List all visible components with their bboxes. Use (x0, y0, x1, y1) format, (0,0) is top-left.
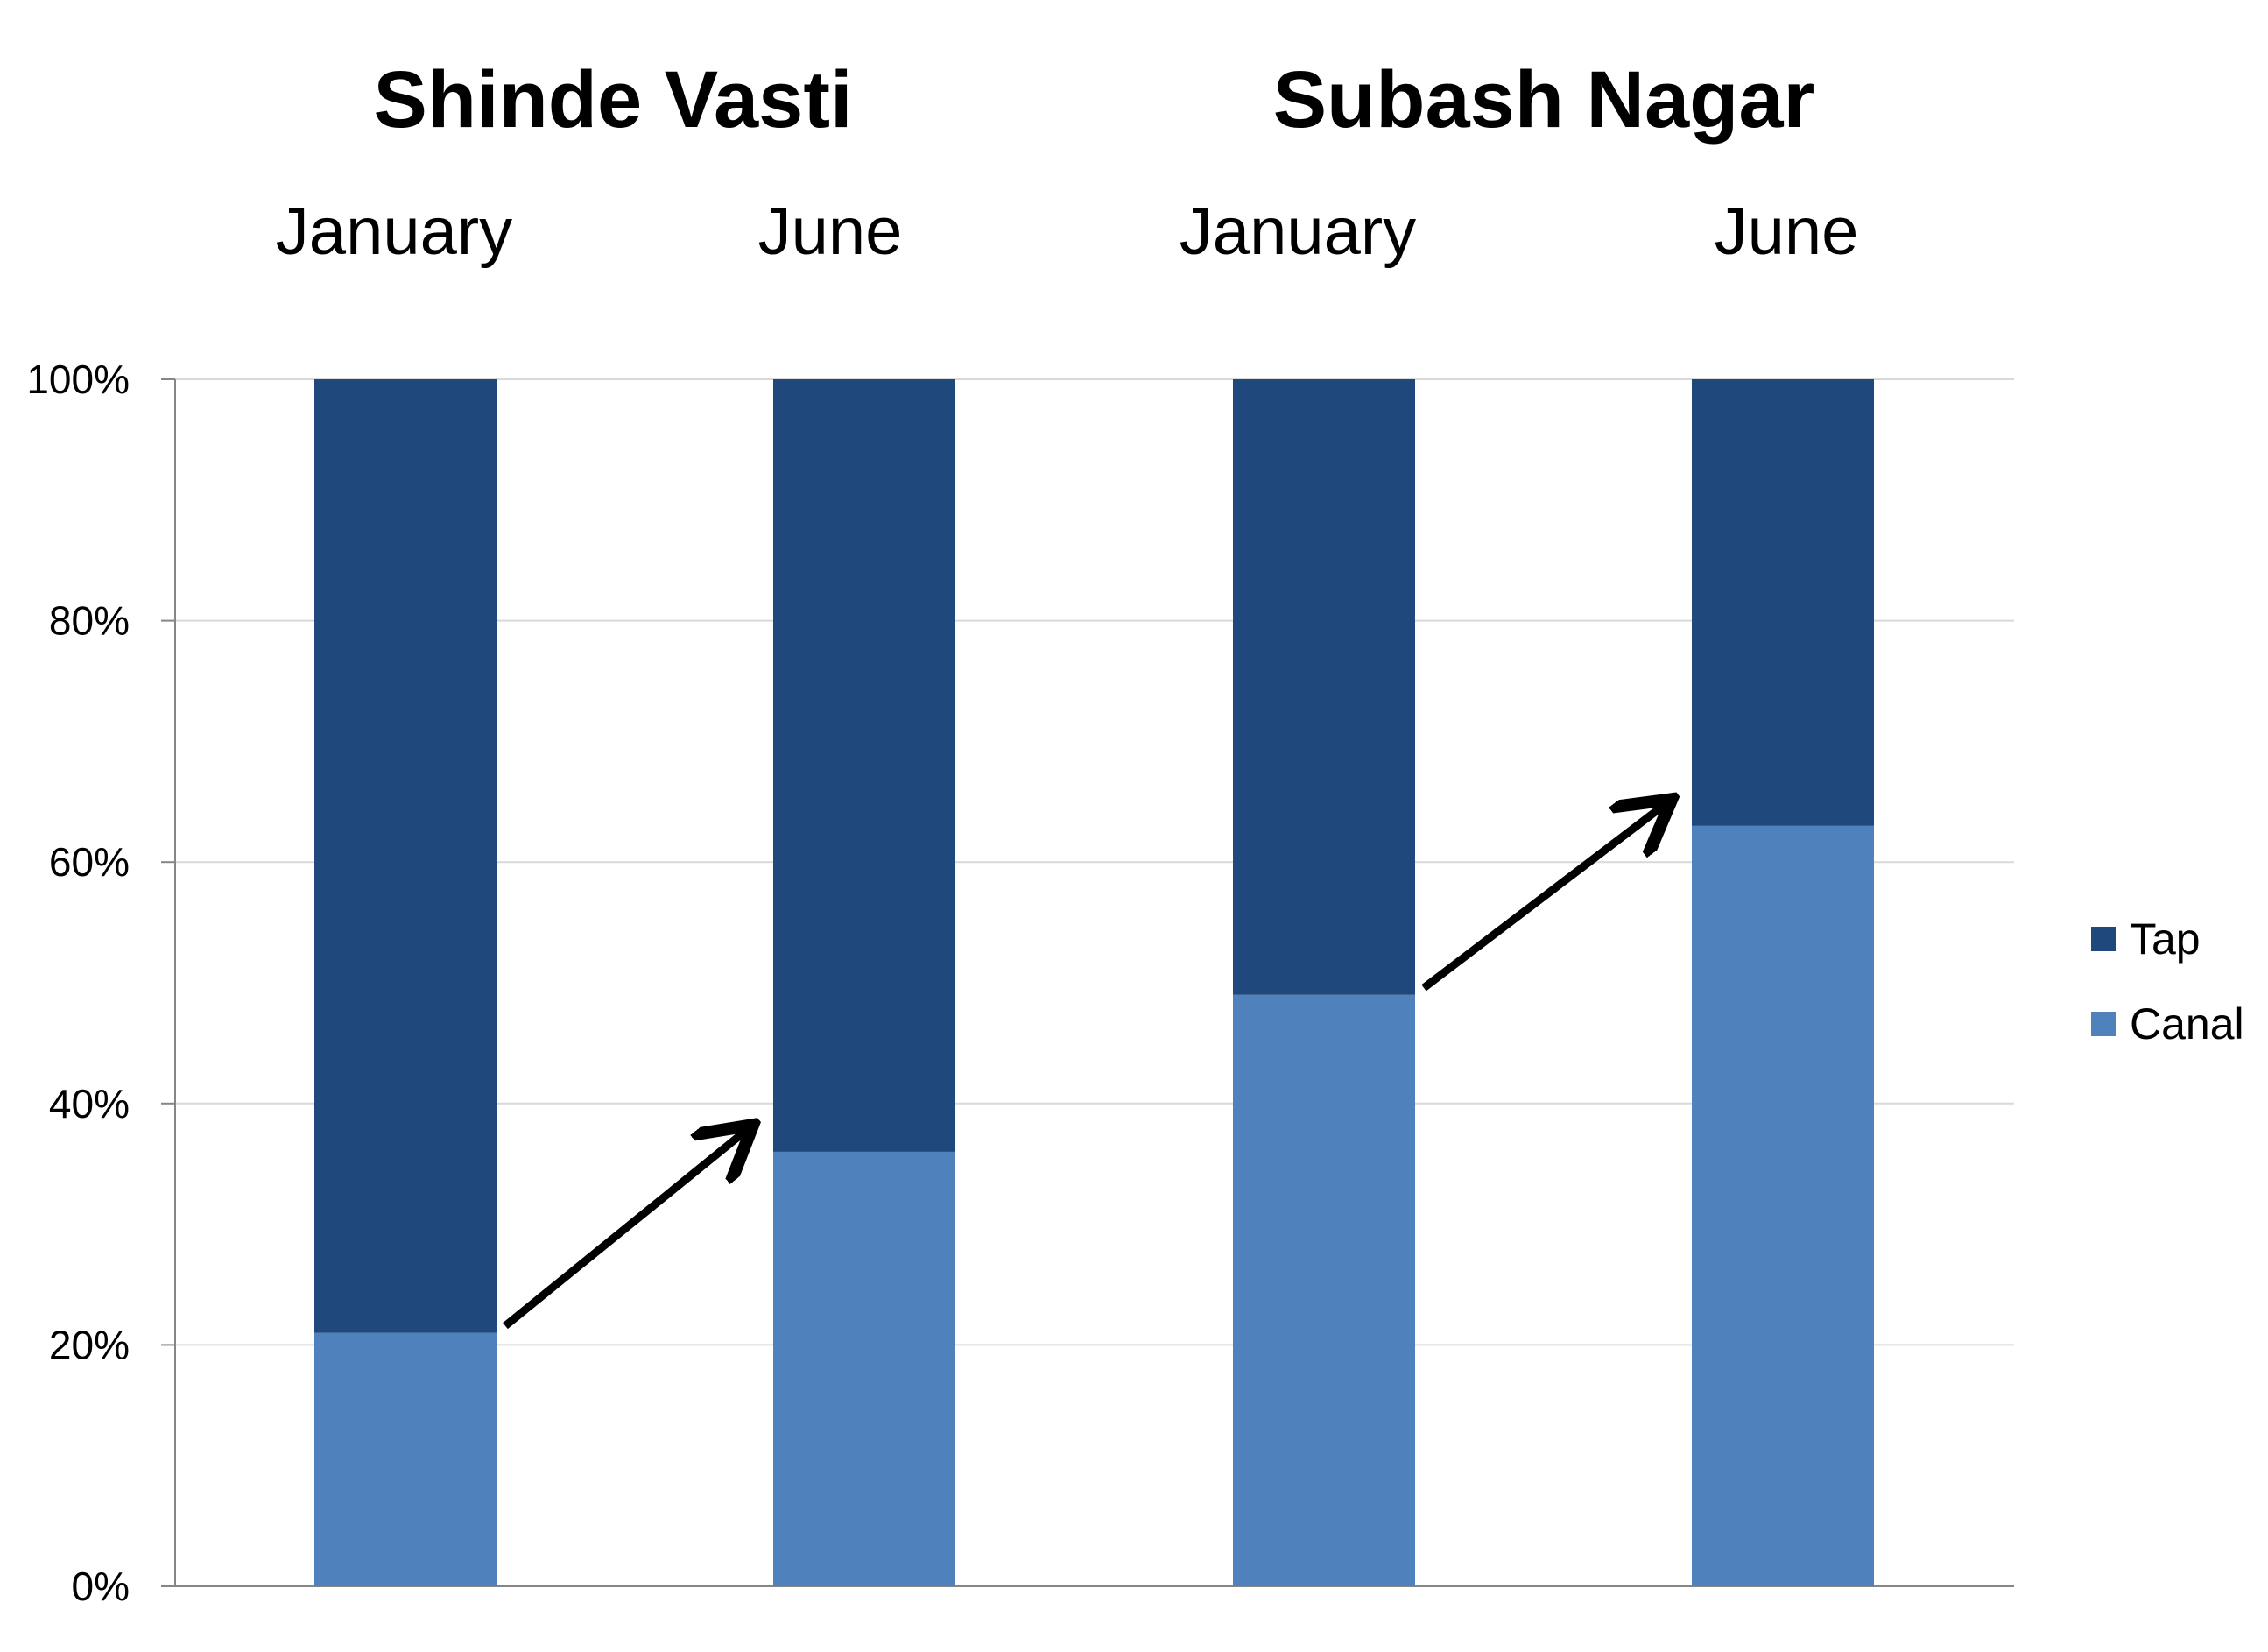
trend-arrow (1421, 804, 1666, 992)
bar-canal-january (1233, 994, 1415, 1586)
bar-tap-june (773, 379, 955, 1152)
group-title: Subash Nagar (1273, 55, 1815, 145)
category-label: January (1180, 194, 1416, 269)
y-tick-label: 80% (49, 598, 130, 644)
bar-canal-june (1692, 825, 1874, 1586)
y-tick-label: 100% (26, 357, 130, 402)
group-titles: Shinde Vasti Subash Nagar (373, 55, 1814, 145)
y-tick-label: 60% (49, 839, 130, 885)
bar-tap-june (1692, 379, 1874, 826)
group-title: Shinde Vasti (373, 55, 852, 145)
trend-arrows (503, 804, 1666, 1330)
category-label: January (276, 194, 512, 269)
bar-tap-january (1233, 379, 1415, 995)
bar-canal-june (773, 1151, 955, 1586)
bars (314, 379, 1874, 1586)
bar-canal-january (314, 1332, 497, 1586)
category-label: June (758, 194, 903, 269)
legend-swatch-canal (2091, 1012, 2116, 1036)
y-tick-label: 20% (49, 1322, 130, 1367)
trend-arrow (503, 1130, 747, 1330)
y-tick-label: 0% (72, 1564, 130, 1609)
category-label: June (1715, 194, 1859, 269)
legend: Tap Canal (2091, 914, 2244, 1048)
legend-label-canal: Canal (2130, 999, 2244, 1048)
legend-swatch-tap (2091, 927, 2116, 951)
category-labels: January June January June (276, 194, 1859, 269)
y-tick-label: 40% (49, 1081, 130, 1126)
y-axis-tick-labels: 0% 20% 40% 60% 80% 100% (26, 357, 130, 1609)
legend-label-tap: Tap (2130, 914, 2201, 964)
bar-tap-january (314, 379, 497, 1333)
